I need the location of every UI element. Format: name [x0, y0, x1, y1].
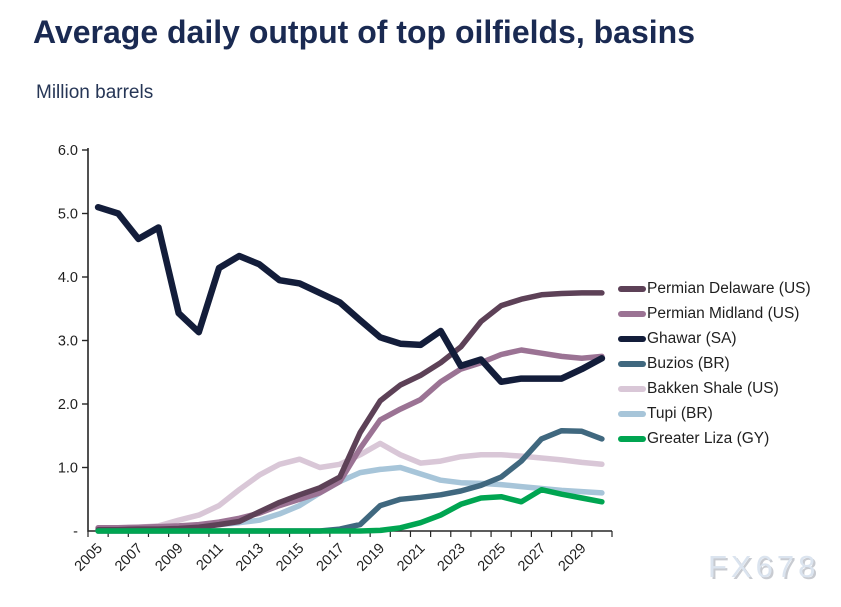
- x-axis-label: 2021: [394, 541, 428, 575]
- x-axis-label: 2027: [515, 541, 549, 575]
- legend-label: Ghawar (SA): [647, 329, 737, 347]
- y-axis-label: 1.0: [58, 461, 78, 477]
- x-axis-label: 2013: [233, 541, 267, 575]
- watermark: FX678: [708, 549, 820, 584]
- chart-units-subtitle: Million barrels: [36, 82, 154, 103]
- chart-legend: Permian Delaware (US) Permian Midland (US…: [618, 276, 811, 451]
- legend-label: Bakken Shale (US): [647, 379, 779, 397]
- legend-swatch-icon: [618, 385, 646, 392]
- legend-label: Permian Midland (US): [647, 304, 800, 322]
- y-axis-label: 4.0: [58, 270, 78, 286]
- legend-label: Buzios (BR): [647, 354, 730, 372]
- legend-item: Buzios (BR): [618, 351, 811, 376]
- series-line-greater-liza-gy: [95, 486, 605, 534]
- x-axis-label: 2019: [354, 541, 388, 575]
- legend-item: Ghawar (SA): [618, 326, 811, 351]
- axes: [87, 148, 612, 532]
- y-axis-label: -: [73, 524, 78, 540]
- legend-swatch-icon: [618, 435, 646, 442]
- x-axis-label: 2025: [475, 541, 509, 575]
- legend-item: Tupi (BR): [618, 401, 811, 426]
- x-axis-label: 2017: [314, 541, 348, 575]
- series-line-buzios-br: [95, 427, 605, 534]
- y-axis-label: 6.0: [58, 143, 78, 159]
- series-line-permian-delaware-us: [95, 290, 605, 533]
- legend-swatch-icon: [618, 285, 646, 292]
- x-axis-label: 2007: [112, 541, 146, 575]
- x-axis-label: 2005: [72, 541, 106, 575]
- legend-item: Greater Liza (GY): [618, 426, 811, 451]
- legend-label: Greater Liza (GY): [647, 429, 770, 447]
- legend-swatch-icon: [618, 410, 646, 417]
- page-title: Average daily output of top oilfields, b…: [33, 14, 695, 50]
- y-axis-label: 3.0: [58, 334, 78, 350]
- legend-item: Permian Midland (US): [618, 301, 811, 326]
- legend-swatch-icon: [618, 335, 646, 342]
- series-line-ghawar-sa: [94, 203, 606, 386]
- legend-item: Bakken Shale (US): [618, 376, 811, 401]
- legend-label: Permian Delaware (US): [647, 279, 811, 297]
- x-axis-label: 2009: [152, 541, 186, 575]
- y-axis-label: 5.0: [58, 207, 78, 223]
- x-axis-label: 2011: [193, 541, 226, 574]
- legend-swatch-icon: [618, 360, 646, 367]
- x-axis-label: 2029: [555, 541, 589, 575]
- x-axis-label: 2023: [435, 541, 469, 575]
- legend-swatch-icon: [618, 310, 646, 317]
- legend-label: Tupi (BR): [647, 404, 713, 422]
- x-axis-label: 2015: [273, 541, 307, 575]
- y-axis-label: 2.0: [58, 397, 78, 413]
- legend-item: Permian Delaware (US): [618, 276, 811, 301]
